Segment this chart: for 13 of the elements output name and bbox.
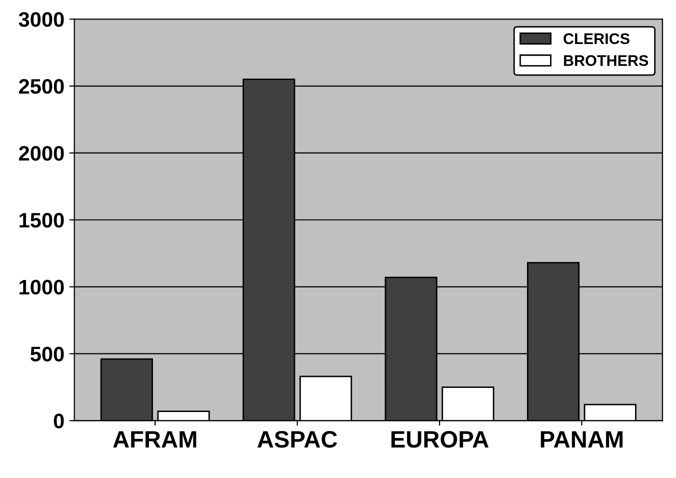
y-tick-label: 2500 xyxy=(19,79,64,94)
y-tick-label: 0 xyxy=(54,414,64,428)
y-tick-label: 3000 xyxy=(18,12,64,27)
y-tick-label: 1500 xyxy=(20,212,64,228)
y-tick-label: 2000 xyxy=(19,146,64,161)
legend-label: BROTHERS xyxy=(564,55,648,66)
x-tick-label: PANAM xyxy=(540,431,623,448)
y-tick-label: 500 xyxy=(30,346,64,362)
x-tick-label: EUROPA xyxy=(391,430,489,448)
x-tick-label: ASPAC xyxy=(257,430,338,448)
legend-label: CLERICS xyxy=(564,33,630,44)
x-tick-label: AFRAM xyxy=(113,431,196,448)
y-tick-label: 1000 xyxy=(20,280,64,295)
